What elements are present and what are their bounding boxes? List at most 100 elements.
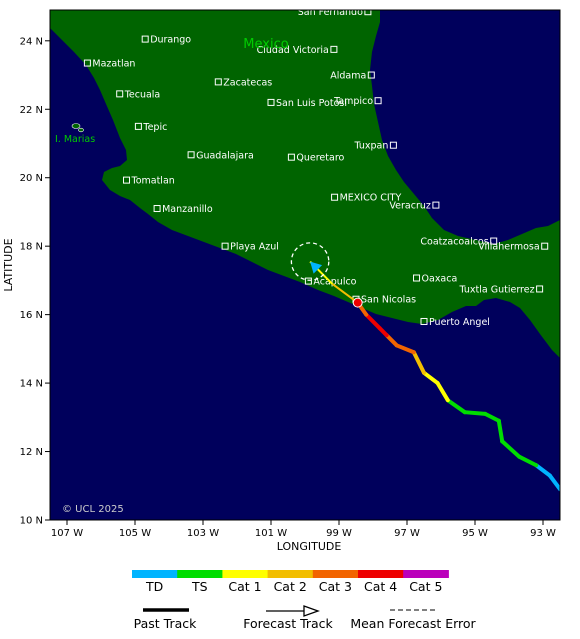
city-label-guadalajara: Guadalajara xyxy=(196,150,254,161)
city-marker-puerto-angel xyxy=(420,317,428,325)
city-label-san-nicolas: San Nicolas xyxy=(361,295,416,306)
legend-swatch-cat1 xyxy=(222,570,269,578)
city-marker-san-luis-potosi xyxy=(267,98,275,106)
past-track-segment xyxy=(364,312,382,331)
lon-tick-label: 105 W xyxy=(119,528,151,539)
past-track-segment xyxy=(435,381,450,403)
past-track-segment xyxy=(517,454,539,468)
past-track-segment xyxy=(547,473,560,492)
past-track-segment xyxy=(462,410,488,416)
city-marker-coatzacoalcos xyxy=(490,237,498,245)
city-marker-san-fernando xyxy=(364,10,372,16)
city-label-ciudad-victoria: Ciudad Victoria xyxy=(257,45,329,56)
city-marker-villahermosa xyxy=(541,242,549,250)
city-marker-manzanillo xyxy=(153,205,161,213)
copyright: © UCL 2025 xyxy=(62,504,124,515)
past-track-segment xyxy=(534,463,552,478)
past-track-label: Past Track xyxy=(134,616,197,631)
city-label-puerto-angel: Puerto Angel xyxy=(429,317,490,328)
country-label: Mexico xyxy=(243,37,288,52)
city-label-acapulco: Acapulco xyxy=(313,277,356,288)
forecast-track-label: Forecast Track xyxy=(243,616,333,631)
legend-swatch-cat4 xyxy=(358,570,404,578)
city-label-mazatlan: Mazatlan xyxy=(92,59,135,70)
lon-tick-label: 95 W xyxy=(462,528,488,539)
lat-tick-label: 16 N xyxy=(20,310,43,321)
city-marker-ciudad-victoria xyxy=(330,45,338,53)
mean-forecast-error-circle xyxy=(290,242,330,281)
city-marker-guadalajara xyxy=(187,151,195,159)
category-legend: TD TS Cat 1 Cat 2 Cat 3 Cat 4 Cat 5 xyxy=(132,570,449,594)
legend-label-cat4: Cat 4 xyxy=(364,579,397,594)
city-label-san-fernando: San Fernando xyxy=(298,7,363,18)
legend-label-cat3: Cat 3 xyxy=(319,579,352,594)
city-label-tomatlan: Tomatlan xyxy=(131,176,175,187)
city-marker-tuxtla-gutierrez xyxy=(536,285,544,293)
city-label-aldama: Aldama xyxy=(330,71,366,82)
forecast-arrow-head xyxy=(310,261,323,274)
lon-tick-label: 99 W xyxy=(326,528,352,539)
lat-tick-label: 14 N xyxy=(20,379,43,390)
lat-tick-label: 20 N xyxy=(20,173,43,184)
city-label-playa-azul: Playa Azul xyxy=(230,242,279,253)
past-track-segment xyxy=(445,398,467,415)
city-marker-oaxaca xyxy=(413,274,421,282)
legend-label-ts: TS xyxy=(191,579,208,594)
lon-tick-label: 101 W xyxy=(255,528,287,539)
lat-tick-label: 24 N xyxy=(20,36,43,47)
island-label: I. Marias xyxy=(55,134,95,145)
city-marker-tuxpan xyxy=(389,141,397,149)
city-marker-tecuala xyxy=(116,90,124,98)
lat-tick-label: 18 N xyxy=(20,242,43,253)
city-marker-acapulco xyxy=(304,277,312,285)
current-position-marker xyxy=(352,297,363,308)
legend-label-cat2: Cat 2 xyxy=(274,579,307,594)
past-track-segment xyxy=(394,343,416,355)
x-axis-title: LONGITUDE xyxy=(277,540,342,553)
city-label-manzanillo: Manzanillo xyxy=(162,204,213,215)
lat-tick-label: 22 N xyxy=(20,105,43,116)
past-track-segment xyxy=(384,333,399,348)
y-axis-title: LATITUDE xyxy=(2,238,15,291)
track-legend: Past Track Forecast Track Mean Forecast … xyxy=(134,605,477,631)
legend-swatch-cat2 xyxy=(267,570,314,578)
island-maria-magdalena xyxy=(78,127,84,133)
city-marker-veracruz xyxy=(432,201,440,209)
legend-label-td: TD xyxy=(145,579,163,594)
mean-error-label: Mean Forecast Error xyxy=(350,616,476,631)
city-label-queretaro: Queretaro xyxy=(296,153,344,164)
legend-swatch-cat5 xyxy=(403,570,449,578)
forecast-arrow-tip xyxy=(310,261,323,274)
past-track-segment xyxy=(496,418,505,444)
city-marker-tepic xyxy=(134,122,142,130)
city-marker-mexico-city xyxy=(331,193,339,201)
island-maria-madre xyxy=(71,123,81,129)
lon-tick-label: 107 W xyxy=(51,528,83,539)
city-marker-durango xyxy=(141,35,149,43)
lat-tick-label: 12 N xyxy=(20,447,43,458)
city-label-san-luis-potosi: San Luis Potosi xyxy=(276,98,347,109)
legend-swatch-td xyxy=(132,570,178,578)
past-track-segment xyxy=(500,439,522,459)
city-label-coatzacoalcos: Coatzacoalcos xyxy=(420,237,488,248)
city-label-durango: Durango xyxy=(150,35,191,46)
forecast-track-segment xyxy=(331,283,359,304)
legend-swatch-ts xyxy=(177,570,223,578)
city-marker-aldama xyxy=(367,71,375,79)
city-label-zacatecas: Zacatecas xyxy=(223,77,272,88)
city-marker-queretaro xyxy=(287,153,295,161)
city-label-tuxpan: Tuxpan xyxy=(354,141,389,152)
city-label-tampico: Tampico xyxy=(333,96,373,107)
plot-border xyxy=(49,9,561,521)
lon-tick-label: 97 W xyxy=(394,528,420,539)
city-marker-mazatlan xyxy=(83,59,91,67)
city-label-tepic: Tepic xyxy=(142,122,167,133)
city-label-villahermosa: Villahermosa xyxy=(478,242,539,253)
city-label-tecuala: Tecuala xyxy=(124,89,161,100)
city-label-mexico-city: MEXICO CITY xyxy=(340,193,402,204)
lon-tick-label: 103 W xyxy=(187,528,219,539)
city-marker-playa-azul xyxy=(221,242,229,250)
city-marker-tampico xyxy=(374,97,382,105)
city-label-oaxaca: Oaxaca xyxy=(422,274,458,285)
